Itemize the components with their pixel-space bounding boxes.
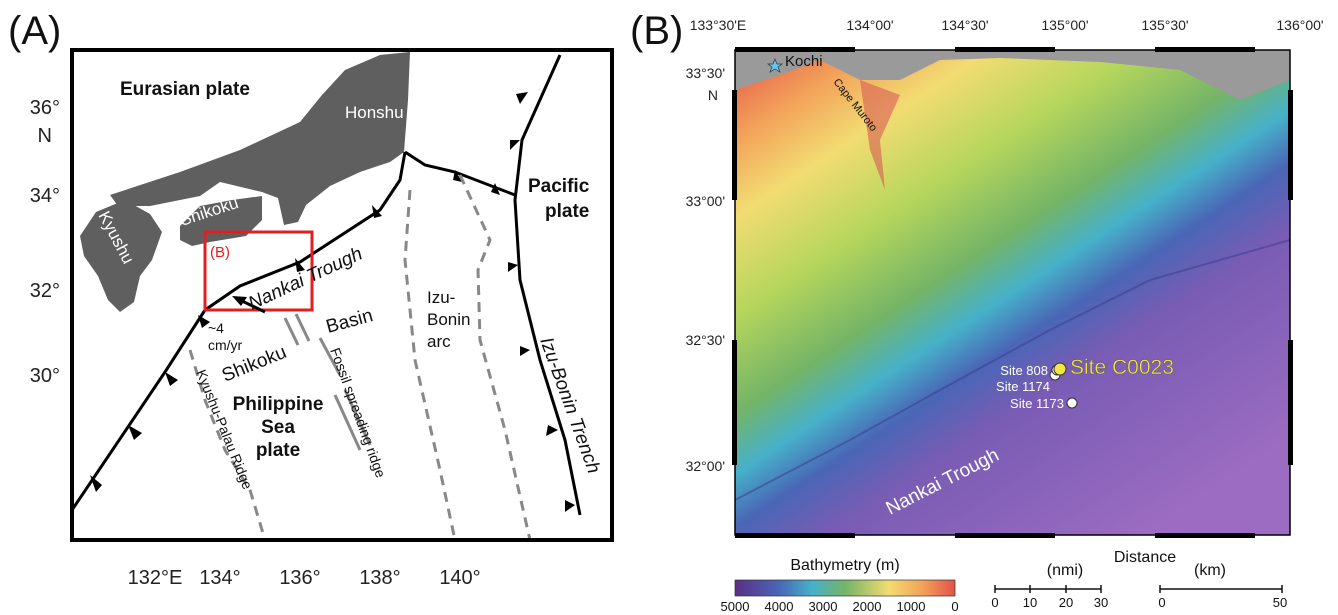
colorbar-scale [735, 580, 955, 596]
x-tick-label: 134°30' [941, 17, 988, 33]
x-tick-label: 136°00' [1276, 17, 1323, 33]
scale-tick: 20 [1059, 595, 1073, 610]
colorbar-tick: 0 [951, 599, 958, 614]
scale-tick: 0 [1158, 595, 1165, 610]
y-tick-label: 32°30' [686, 332, 725, 348]
plate-label: Sea [261, 417, 295, 438]
x-tick-label: 140° [439, 567, 480, 589]
figure: (A) Eurasian plate Honshu Pacific plate … [0, 0, 1338, 615]
ridge-label: Fossil spreading ridge [327, 346, 389, 480]
site-label: Site 1174 [996, 379, 1050, 394]
y-tick-label: 32° [30, 280, 60, 302]
site-label: Site 1173 [1010, 396, 1064, 411]
x-tick-label: 133°30'E [690, 17, 747, 33]
x-tick-label: 135°00' [1041, 17, 1088, 33]
plate-label: plate [256, 440, 300, 461]
colorbar: Bathymetry (m) 5000 4000 3000 2000 1000 … [721, 557, 959, 614]
x-tick-label: 138° [359, 567, 400, 589]
colorbar-tick: 5000 [721, 599, 750, 614]
colorbar-tick: 1000 [897, 599, 926, 614]
y-tick-label: N [38, 125, 52, 147]
site-label: Site C0023 [1070, 356, 1174, 379]
y-tick-label: 30° [30, 365, 60, 387]
x-tick-label: 134°00' [846, 17, 893, 33]
panel-label: (A) [8, 9, 61, 53]
bathymetry [735, 50, 1290, 535]
island-label: Honshu [345, 103, 404, 122]
scale-tick: 0 [991, 595, 998, 610]
x-tick-label: 136° [279, 567, 320, 589]
y-tick-label: N [708, 87, 718, 103]
y-tick-label: 33°30' [686, 65, 725, 81]
scale-bar: Distance (nmi) (km) 0 10 20 30 0 50 [991, 549, 1287, 610]
plate-label: Philippine [233, 394, 324, 415]
panel-label: (B) [630, 9, 683, 53]
ridge-label: Kyushu-Palau Ridge [193, 367, 256, 492]
y-tick-label: 36° [30, 97, 60, 119]
colorbar-tick: 3000 [809, 599, 838, 614]
scale-tick: 30 [1094, 595, 1108, 610]
site-marker [1054, 363, 1066, 375]
colorbar-tick: 4000 [765, 599, 794, 614]
rate-label: cm/yr [208, 337, 243, 353]
panel-a-map [72, 50, 612, 540]
scale-tick: 50 [1273, 595, 1287, 610]
city-label: Kochi [785, 53, 823, 70]
plate-label: plate [545, 201, 589, 222]
x-tick-label: 132°E [128, 567, 183, 589]
arc-label: arc [427, 332, 451, 351]
basin-label: Basin [324, 305, 375, 338]
scale-lines [995, 585, 1282, 593]
site-marker [1067, 398, 1077, 408]
site-label: Site 808 [1000, 363, 1048, 378]
x-tick-label: 134° [199, 567, 240, 589]
scale-unit: (nmi) [1047, 562, 1083, 579]
x-tick-label: 135°30' [1141, 17, 1188, 33]
y-tick-label: 33°00' [686, 193, 725, 209]
scale-unit: (km) [1194, 562, 1226, 579]
scale-title: Distance [1114, 549, 1176, 566]
rate-label: ~4 [208, 320, 224, 336]
colorbar-title: Bathymetry (m) [790, 557, 899, 574]
box-label: (B) [210, 244, 230, 261]
colorbar-tick: 2000 [853, 599, 882, 614]
plate-label: Eurasian plate [120, 79, 250, 100]
scale-tick: 10 [1023, 595, 1037, 610]
arc-label: Izu- [427, 288, 455, 307]
y-tick-label: 32°00' [686, 458, 725, 474]
trench-label: Izu-Bonin Trench [535, 335, 604, 477]
trench-label: Nankai Trough [245, 243, 366, 314]
panel-b-map [732, 47, 1293, 538]
y-tick-label: 34° [30, 185, 60, 207]
arc-label: Bonin [427, 310, 470, 329]
plate-label: Pacific [528, 176, 590, 197]
